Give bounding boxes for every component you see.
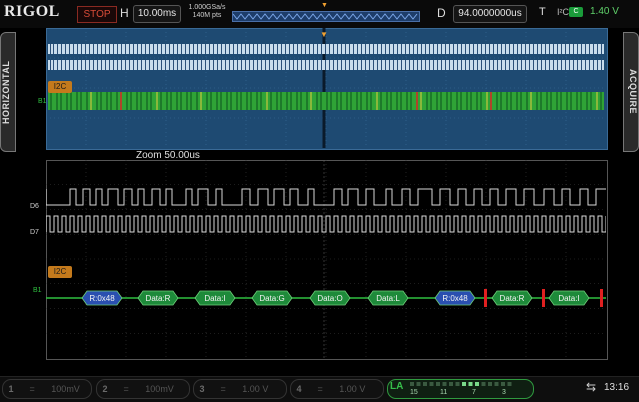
run-stop-status[interactable]: STOP [77, 6, 117, 23]
memory-depth: 140M pts [192, 12, 222, 19]
la-group-11: 11 [440, 389, 448, 396]
decoded-packet-label: Data:R [500, 294, 525, 303]
main-trigger-icon: ▼ [320, 30, 328, 39]
zoom-protocol-label: I2C [48, 266, 72, 278]
zoom-bus-label: B1 [33, 287, 42, 294]
decode-error-marker [484, 289, 487, 307]
decode-error-marker [600, 289, 603, 307]
channel-3-scale: 1.00 V [242, 384, 269, 394]
decoded-packet-label: R:0x48 [442, 294, 468, 303]
channel-3-box[interactable]: 3 = 1.00 V [193, 379, 287, 399]
main-protocol-label: I2C [48, 81, 72, 93]
channel-2-scale: 100mV [145, 384, 174, 394]
la-channel-indicators [410, 382, 512, 386]
decoded-packet-label: Data:I [204, 294, 225, 303]
channel-1-scale: 100mV [51, 384, 80, 394]
decoded-packet-label: Data:O [317, 294, 342, 303]
sample-rate: 1.000GSa/s [188, 4, 226, 11]
trigger-source: I²C [557, 7, 569, 17]
channel-2-box[interactable]: 2 = 100mV [96, 379, 190, 399]
decoded-packet [367, 290, 409, 306]
la-group-7: 7 [472, 389, 476, 396]
trigger-channel-badge: C [569, 7, 583, 17]
horizontal-side-tab[interactable]: HORIZONTAL [0, 32, 16, 152]
la-group-3: 3 [502, 389, 506, 396]
channel-4-scale: 1.00 V [339, 384, 366, 394]
channel-3-number: 3 [199, 384, 205, 394]
acquire-side-tab[interactable]: ACQUIRE [623, 32, 639, 152]
zoom-waveform-area: R:0x48 Data:R Data:I Data:G Data:O Data:L R:0x… [46, 160, 606, 358]
decoded-packet [251, 290, 293, 306]
decoded-packet-label: Data:R [146, 294, 171, 303]
decode-error-marker [542, 289, 545, 307]
decoded-packet-label: Data:L [376, 294, 400, 303]
decoded-packet [194, 290, 236, 306]
decoded-packet [491, 290, 533, 306]
decoded-packet [137, 290, 179, 306]
zoom-label: Zoom 50.00us [136, 150, 200, 161]
channel-2-coupling-icon: = [123, 384, 129, 394]
channel-1-box[interactable]: 1 = 100mV [2, 379, 92, 399]
decoded-packet-label: Data:G [259, 294, 284, 303]
decoded-packet [309, 290, 351, 306]
main-bus-label: B1 [38, 98, 47, 105]
la-label: LA [390, 381, 404, 392]
decoded-packet-label: R:0x48 [89, 294, 115, 303]
channel-4-box[interactable]: 4 = 1.00 V [290, 379, 384, 399]
decoded-packet-label: Data:I [558, 294, 579, 303]
d7-label: D7 [30, 229, 39, 236]
system-clock: 13:16 [604, 382, 630, 393]
trigger-position-icon: ▼ [321, 2, 328, 9]
memory-overview-bar[interactable] [232, 11, 420, 22]
zoom-waveform-window [46, 160, 608, 360]
horizontal-label: H [120, 6, 129, 20]
channel-1-number: 1 [8, 384, 14, 394]
channel-1-coupling-icon: = [29, 384, 35, 394]
channel-2-number: 2 [102, 384, 108, 394]
timebase-value[interactable]: 10.00ms [133, 5, 181, 23]
channel-3-coupling-icon: = [220, 384, 226, 394]
channel-4-coupling-icon: = [317, 384, 323, 394]
main-waveform-area [46, 28, 606, 148]
decoded-packet [434, 290, 476, 306]
la-group-15: 15 [410, 389, 418, 396]
d6-label: D6 [30, 203, 39, 210]
trigger-label: T [539, 6, 546, 18]
trigger-level[interactable]: 1.40 V [590, 6, 619, 17]
delay-label: D [437, 6, 446, 20]
usb-icon: ⇆ [586, 380, 597, 394]
delay-value[interactable]: 94.0000000us [453, 5, 527, 23]
decoded-packet [81, 290, 123, 306]
decoded-packet [548, 290, 590, 306]
channel-4-number: 4 [296, 384, 302, 394]
sample-info: 1.000GSa/s 140M pts [187, 4, 227, 20]
brand-logo: RIGOL [4, 3, 60, 20]
